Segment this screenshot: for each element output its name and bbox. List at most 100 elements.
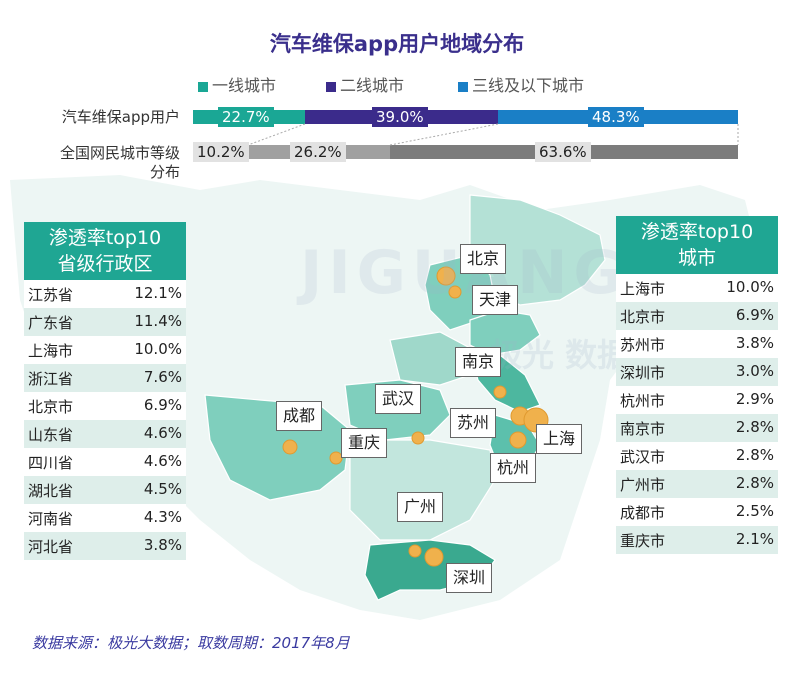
city-row-value: 10.0% bbox=[726, 278, 774, 296]
bar-label-app-tier2: 39.0% bbox=[372, 107, 428, 127]
row-label-netizens-line1: 全国网民城市等级 bbox=[59, 144, 180, 162]
province-row: 浙江省 7.6% bbox=[24, 364, 186, 392]
bubble-nanjing bbox=[493, 385, 507, 399]
city-row: 苏州市 3.8% bbox=[616, 330, 778, 358]
bar-label-app-tier1: 22.7% bbox=[218, 107, 274, 127]
city-row-value: 2.8% bbox=[735, 446, 774, 464]
city-label-beijing: 北京 bbox=[460, 244, 507, 274]
province-row-name: 四川省 bbox=[28, 454, 74, 472]
region-south-central bbox=[349, 439, 496, 541]
province-row-value: 10.0% bbox=[134, 340, 182, 358]
row-label-app-users: 汽车维保app用户 bbox=[61, 108, 180, 126]
bar-connectors bbox=[247, 123, 739, 146]
province-row: 江苏省 12.1% bbox=[24, 280, 186, 308]
city-label-hangzhou: 杭州 bbox=[490, 453, 537, 483]
province-row-value: 7.6% bbox=[143, 368, 182, 386]
city-row-name: 苏州市 bbox=[620, 336, 666, 354]
table-provinces-title-line1: 渗透率top10 bbox=[48, 227, 162, 249]
city-row-name: 广州市 bbox=[620, 476, 666, 494]
city-row-value: 3.0% bbox=[735, 362, 774, 380]
city-row: 成都市 2.5% bbox=[616, 498, 778, 526]
province-row: 河北省 3.8% bbox=[24, 532, 186, 560]
province-row: 广东省 11.4% bbox=[24, 308, 186, 336]
city-label-chongqing: 重庆 bbox=[341, 428, 388, 458]
bubble-tianjin bbox=[448, 285, 462, 299]
table-cities-header: 渗透率top10 城市 bbox=[616, 216, 778, 274]
city-row-value: 6.9% bbox=[735, 306, 774, 324]
province-row-value: 11.4% bbox=[134, 312, 182, 330]
legend-label-tier3: 三线及以下城市 bbox=[472, 76, 585, 95]
bubble-chengdu bbox=[282, 439, 298, 455]
province-row: 四川省 4.6% bbox=[24, 448, 186, 476]
bar-label-app-tier3: 48.3% bbox=[588, 107, 644, 127]
city-row-name: 上海市 bbox=[620, 280, 666, 298]
bar-label-net-tier2: 26.2% bbox=[290, 142, 346, 162]
legend-item-tier1: 一线城市 bbox=[198, 72, 276, 96]
city-row: 南京市 2.8% bbox=[616, 414, 778, 442]
province-row-name: 浙江省 bbox=[28, 370, 74, 388]
province-row-name: 江苏省 bbox=[28, 286, 74, 304]
city-row-name: 杭州市 bbox=[620, 392, 666, 410]
table-cities-title-line1: 渗透率top10 bbox=[640, 221, 754, 243]
city-row-name: 深圳市 bbox=[620, 364, 666, 382]
city-row-value: 2.9% bbox=[735, 390, 774, 408]
city-row-value: 2.8% bbox=[735, 418, 774, 436]
city-label-shanghai: 上海 bbox=[536, 424, 583, 454]
province-row-name: 北京市 bbox=[28, 398, 74, 416]
province-row-value: 4.6% bbox=[143, 424, 182, 442]
table-cities-body: 上海市 10.0% 北京市 6.9% 苏州市 3.8% 深圳市 3.0% 杭州市 2.9% 南京市 2… bbox=[616, 274, 778, 554]
province-row-value: 12.1% bbox=[134, 284, 182, 302]
city-row-value: 3.8% bbox=[735, 334, 774, 352]
legend-item-tier2: 二线城市 bbox=[326, 72, 404, 96]
city-row: 广州市 2.8% bbox=[616, 470, 778, 498]
province-row: 上海市 10.0% bbox=[24, 336, 186, 364]
table-provinces: 渗透率top10 省级行政区 江苏省 12.1% 广东省 11.4% 上海市 10.0% 浙… bbox=[24, 222, 186, 560]
city-row-name: 北京市 bbox=[620, 308, 666, 326]
province-row-value: 6.9% bbox=[143, 396, 182, 414]
city-label-tianjin: 天津 bbox=[472, 285, 519, 315]
source-note: 数据来源：极光大数据；取数周期：2017年8月 bbox=[32, 634, 350, 652]
bar-label-net-tier3: 63.6% bbox=[535, 142, 591, 162]
city-row-name: 南京市 bbox=[620, 420, 666, 438]
legend-swatch-tier1 bbox=[198, 81, 208, 92]
province-row-name: 山东省 bbox=[28, 426, 74, 444]
table-provinces-header: 渗透率top10 省级行政区 bbox=[24, 222, 186, 280]
legend-swatch-tier2 bbox=[326, 81, 336, 92]
province-row: 山东省 4.6% bbox=[24, 420, 186, 448]
bubble-shenzhen bbox=[424, 547, 444, 567]
city-label-chengdu: 成都 bbox=[276, 401, 323, 431]
bubble-hangzhou bbox=[509, 431, 527, 449]
province-row-name: 广东省 bbox=[28, 314, 74, 332]
province-row: 北京市 6.9% bbox=[24, 392, 186, 420]
city-label-suzhou: 苏州 bbox=[450, 408, 497, 438]
legend-label-tier2: 二线城市 bbox=[340, 76, 405, 95]
legend-label-tier1: 一线城市 bbox=[212, 76, 277, 95]
city-row-name: 重庆市 bbox=[620, 532, 666, 550]
city-row: 北京市 6.9% bbox=[616, 302, 778, 330]
province-row-name: 河南省 bbox=[28, 510, 74, 528]
bar-label-net-tier1: 10.2% bbox=[193, 142, 249, 162]
province-row: 湖北省 4.5% bbox=[24, 476, 186, 504]
city-row-name: 武汉市 bbox=[620, 448, 666, 466]
legend-swatch-tier3 bbox=[458, 81, 468, 92]
province-row-value: 4.5% bbox=[143, 480, 182, 498]
bubble-chongqing bbox=[329, 451, 343, 465]
city-label-guangzhou: 广州 bbox=[397, 492, 444, 522]
province-row-name: 上海市 bbox=[28, 342, 74, 360]
city-row: 杭州市 2.9% bbox=[616, 386, 778, 414]
province-row-name: 湖北省 bbox=[28, 482, 74, 500]
table-cities: 渗透率top10 城市 上海市 10.0% 北京市 6.9% 苏州市 3.8% 深圳市 3.0… bbox=[616, 216, 778, 554]
bubble-beijing bbox=[436, 266, 456, 286]
bubble-guangzhou bbox=[408, 544, 422, 558]
city-row: 深圳市 3.0% bbox=[616, 358, 778, 386]
province-row-value: 4.6% bbox=[143, 452, 182, 470]
chart-title: 汽车维保app用户地域分布 bbox=[269, 32, 525, 56]
city-row-value: 2.8% bbox=[735, 474, 774, 492]
city-row: 重庆市 2.1% bbox=[616, 526, 778, 554]
city-label-shenzhen: 深圳 bbox=[446, 563, 493, 593]
city-label-wuhan: 武汉 bbox=[375, 384, 422, 414]
city-row: 武汉市 2.8% bbox=[616, 442, 778, 470]
table-cities-title-line2: 城市 bbox=[677, 247, 716, 269]
province-row-value: 4.3% bbox=[143, 508, 182, 526]
city-row-value: 2.1% bbox=[735, 530, 774, 548]
